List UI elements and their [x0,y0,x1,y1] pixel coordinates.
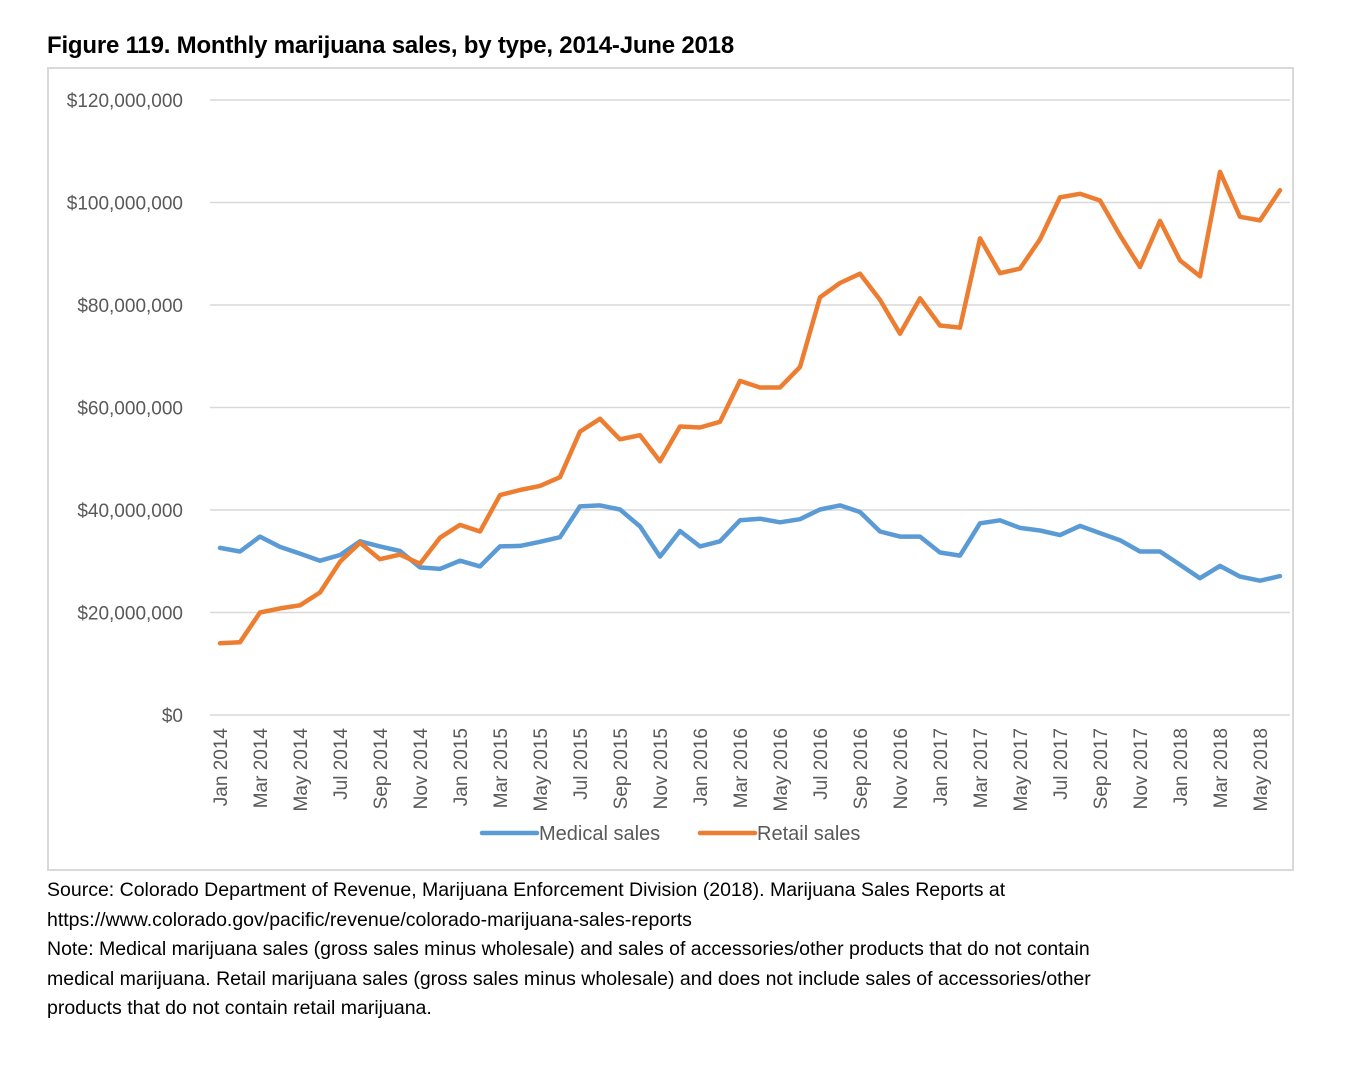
x-tick-label: Nov 2017 [1131,728,1152,809]
y-tick-label: $100,000,000 [67,194,183,215]
x-tick-label: Jan 2014 [211,728,232,807]
x-tick-label: Mar 2014 [251,728,272,809]
line-chart: $0 $20,000,000 $40,000,000 $60,000,000 $80,0… [67,91,1290,845]
note-line-2: medical marijuana. Retail marijuana sale… [47,967,1091,990]
x-tick-label: May 2015 [531,728,552,811]
legend-item-retail-sales: Retail sales [697,823,860,845]
legend-label: Medical sales [539,823,660,845]
source-url: https://www.colorado.gov/pacific/revenue… [47,908,692,931]
y-tick-label: $40,000,000 [77,501,183,522]
x-tick-label: Sep 2016 [851,728,872,809]
x-tick-label: Mar 2016 [731,728,752,808]
note-line-1: Note: Medical marijuana sales (gross sal… [47,938,1090,960]
source-line-1: Source: Colorado Department of Revenue, … [47,879,1006,901]
y-tick-label: $80,000,000 [77,296,183,317]
x-tick-label: Jan 2016 [691,728,712,806]
legend: Medical sales Retail sales [479,823,860,845]
x-tick-label: May 2014 [291,728,312,812]
y-tick-label: $20,000,000 [77,604,183,625]
figure-notes: Source: Colorado Department of Revenue, … [47,876,1297,1024]
x-tick-label: May 2017 [1011,728,1032,811]
y-tick-label: $60,000,000 [77,399,183,420]
x-tick-label: Nov 2015 [651,728,672,809]
legend-item-medical-sales: Medical sales [479,823,660,845]
x-tick-label: Jul 2014 [331,728,352,800]
series-line-retail-sales [217,169,1283,646]
x-tick-label: Jul 2017 [1051,728,1072,800]
x-tick-label: Sep 2014 [371,728,392,810]
y-tick-label: $0 [162,706,183,727]
x-tick-label: Sep 2015 [611,728,632,809]
x-tick-label: Jul 2016 [811,728,832,800]
series-line-medical-sales [217,503,1283,583]
x-tick-label: Sep 2017 [1091,728,1112,809]
x-tick-label: Mar 2017 [971,728,992,808]
x-tick-label: Nov 2014 [411,728,432,810]
x-tick-label: Jul 2015 [571,728,592,800]
legend-label: Retail sales [757,823,860,845]
x-tick-label: Jan 2018 [1171,728,1192,806]
x-tick-label: Jan 2015 [451,728,472,806]
x-tick-label: Nov 2016 [891,728,912,809]
figure-title: Figure 119. Monthly marijuana sales, by … [47,32,734,59]
series-lines [217,169,1283,646]
y-tick-label: $120,000,000 [67,91,183,112]
x-tick-label: May 2018 [1251,728,1272,811]
note-line-3: products that do not contain retail mari… [47,997,432,1019]
x-tick-label: Jan 2017 [931,728,952,806]
x-tick-label: Mar 2015 [491,728,512,808]
x-tick-label: Mar 2018 [1211,728,1232,808]
x-tick-label: May 2016 [771,728,792,811]
gridlines [210,99,1290,716]
chart-frame [47,67,1294,871]
y-axis-ticks: $0 $20,000,000 $40,000,000 $60,000,000 $80,0… [67,91,183,727]
x-axis-ticks: Jan 2014 Mar 2014 May 2014 Jul 2014 Sep 2014… [211,728,1272,812]
